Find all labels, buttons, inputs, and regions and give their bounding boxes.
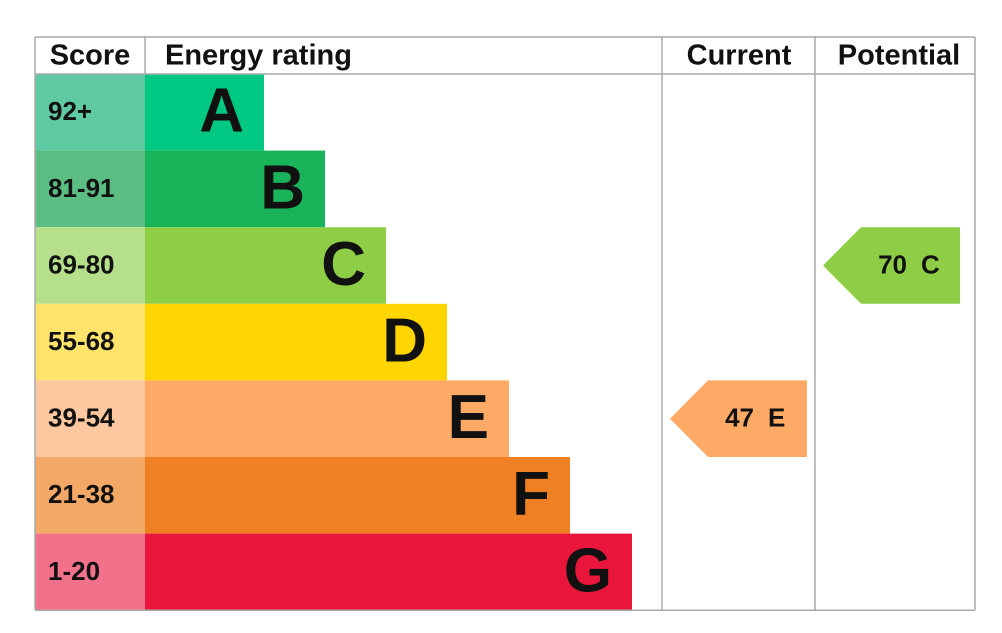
potential-value: 70	[878, 249, 907, 279]
header-rating: Energy rating	[165, 40, 352, 72]
rating-letter: C	[321, 230, 366, 299]
score-cell	[35, 74, 145, 151]
rating-bar	[145, 533, 632, 611]
header-score: Score	[50, 40, 131, 72]
score-cell	[35, 457, 145, 534]
score-cell	[35, 380, 145, 457]
score-cell	[35, 227, 145, 304]
rating-letter: B	[260, 153, 305, 222]
score-cell	[35, 303, 145, 381]
rating-bar	[145, 74, 264, 151]
rating-bar	[145, 380, 509, 457]
rating-letter: G	[564, 536, 612, 605]
potential-band: C	[921, 249, 940, 279]
score-range: 92+	[48, 96, 92, 126]
rating-letter: F	[512, 460, 550, 529]
rating-letter: A	[199, 77, 244, 146]
score-range: 55-68	[48, 326, 115, 356]
potential-arrow	[823, 227, 960, 304]
score-range: 39-54	[48, 403, 115, 433]
score-cell	[35, 533, 145, 611]
current-value: 47	[725, 403, 754, 433]
score-range: 69-80	[48, 249, 115, 279]
current-band: E	[768, 403, 785, 433]
score-range: 81-91	[48, 173, 115, 203]
score-range: 21-38	[48, 479, 115, 509]
rating-letter: E	[448, 383, 489, 452]
current-arrow	[670, 380, 807, 457]
rating-bar	[145, 150, 325, 228]
rating-bar	[145, 303, 447, 381]
header-potential: Potential	[838, 40, 960, 72]
rating-bar	[145, 457, 570, 534]
header-current: Current	[687, 40, 792, 72]
score-range: 1-20	[48, 556, 100, 586]
rating-letter: D	[382, 306, 427, 375]
score-cell	[35, 150, 145, 228]
rating-bar	[145, 227, 386, 304]
